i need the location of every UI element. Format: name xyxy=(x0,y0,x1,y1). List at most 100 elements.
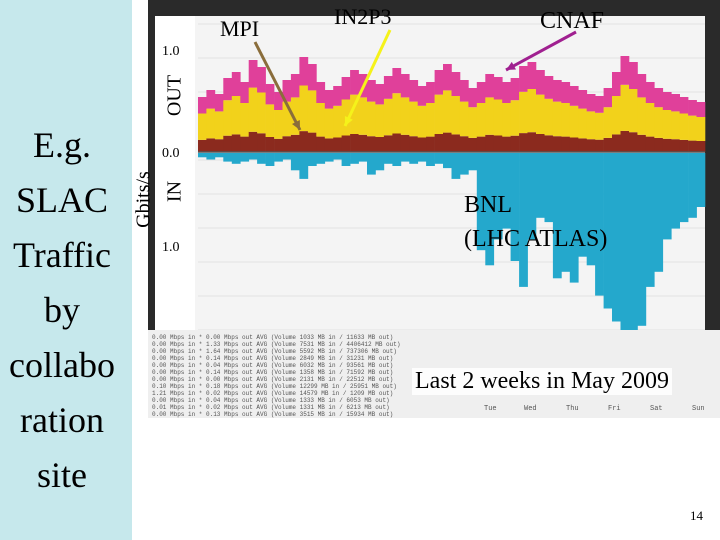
bar-in-bnl xyxy=(527,153,537,240)
bar-out-mpi xyxy=(603,137,613,152)
bar-out-cnaf xyxy=(536,70,545,95)
bar-in-bnl xyxy=(671,153,680,229)
bar-out-mpi xyxy=(459,136,469,152)
bar-out-cnaf xyxy=(519,66,528,92)
bar-out-cnaf xyxy=(443,64,452,91)
bar-out-mpi xyxy=(679,139,689,152)
annotation-cnaf: CNAF xyxy=(540,8,605,34)
annotation-in2p3: IN2P3 xyxy=(334,4,392,29)
bar-out-cnaf xyxy=(417,86,427,106)
bar-in-bnl xyxy=(375,153,385,171)
bar-out-in2p3 xyxy=(400,97,410,135)
bar-out-mpi xyxy=(282,136,292,152)
bar-out-mpi xyxy=(629,132,638,152)
bar-out-cnaf xyxy=(603,88,613,108)
bar-out-cnaf xyxy=(552,80,562,102)
bar-out-mpi xyxy=(476,136,486,152)
bar-in-bnl xyxy=(307,153,317,166)
bar-out-mpi xyxy=(223,135,233,152)
bar-out-mpi xyxy=(434,134,444,152)
bar-out-cnaf xyxy=(341,77,351,100)
bar-out-mpi xyxy=(569,137,579,152)
bar-out-mpi xyxy=(485,134,495,152)
bar-out-cnaf xyxy=(688,100,697,116)
bar-out-mpi xyxy=(688,140,697,152)
bar-out-cnaf xyxy=(612,72,621,96)
bar-out-mpi xyxy=(595,139,604,152)
bar-out-mpi xyxy=(198,139,207,152)
bar-out-in2p3 xyxy=(392,93,402,134)
bar-out-in2p3 xyxy=(586,111,596,140)
bar-out-in2p3 xyxy=(561,103,571,137)
arrow-in2p3 xyxy=(343,29,392,127)
bar-out-cnaf xyxy=(392,68,402,94)
bar-in-bnl xyxy=(350,153,359,164)
bar-out-in2p3 xyxy=(223,100,233,136)
bar-out-cnaf xyxy=(595,96,604,113)
bar-out-mpi xyxy=(350,134,359,152)
bar-out-in2p3 xyxy=(257,92,266,134)
sidebar-title: E.g. SLAC Traffic by collabo ration site xyxy=(0,118,124,503)
bar-out-mpi xyxy=(367,136,376,152)
bar-out-in2p3 xyxy=(350,94,359,134)
bar-out-cnaf xyxy=(569,86,579,106)
bar-out-in2p3 xyxy=(214,111,224,140)
bar-out-in2p3 xyxy=(417,105,427,138)
bar-in-bnl xyxy=(637,153,647,326)
bar-in-bnl xyxy=(206,153,216,160)
bar-in-bnl xyxy=(434,153,444,164)
bar-out-in2p3 xyxy=(333,105,342,138)
y-tick-zero: 0.0 xyxy=(162,146,180,161)
bar-out-in2p3 xyxy=(443,90,452,133)
bar-in-bnl xyxy=(231,153,241,164)
annotation-mpi: MPI xyxy=(220,16,260,41)
arrow-in2p3-head xyxy=(344,116,353,126)
bar-out-in2p3 xyxy=(451,96,461,135)
bar-out-in2p3 xyxy=(654,107,664,138)
bar-in-bnl xyxy=(586,153,596,266)
bar-out-mpi xyxy=(552,136,562,152)
bar-out-in2p3 xyxy=(375,104,385,137)
bar-out-mpi xyxy=(527,132,537,152)
x-tick-label: Sat xyxy=(650,405,663,413)
x-tick-label: Sun xyxy=(692,405,705,413)
bar-out-cnaf xyxy=(468,88,478,108)
bar-in-bnl xyxy=(409,153,419,164)
bar-out-cnaf xyxy=(586,94,596,112)
bar-out-cnaf xyxy=(350,70,359,95)
bar-in-bnl xyxy=(324,153,334,162)
bar-out-in2p3 xyxy=(603,107,613,138)
bar-in-bnl xyxy=(493,153,503,240)
bar-out-in2p3 xyxy=(688,115,697,141)
bar-out-cnaf xyxy=(265,84,275,105)
bar-out-in2p3 xyxy=(679,113,689,140)
bar-in-bnl xyxy=(198,153,207,158)
sidebar-line-2: SLAC xyxy=(15,180,109,220)
bar-out-cnaf xyxy=(645,82,655,103)
bar-out-in2p3 xyxy=(637,97,647,135)
bar-out-mpi xyxy=(645,136,655,152)
bar-in-bnl xyxy=(333,153,342,160)
bar-out-in2p3 xyxy=(434,94,444,134)
bar-out-mpi xyxy=(307,132,317,152)
table-row: 0.00 Mbps in * 0.14 Mbps out AVG (Volume… xyxy=(152,369,394,376)
bar-out-cnaf xyxy=(223,78,233,101)
bar-out-in2p3 xyxy=(552,101,562,137)
bar-out-in2p3 xyxy=(231,96,241,135)
bar-out-cnaf xyxy=(290,74,300,98)
bar-out-cnaf xyxy=(544,76,554,99)
bar-out-mpi xyxy=(265,137,275,152)
x-tick-label: Wed xyxy=(524,405,537,413)
bar-in-bnl xyxy=(274,153,283,162)
bar-in-bnl xyxy=(578,153,588,257)
bar-in-bnl xyxy=(595,153,604,296)
bar-out-in2p3 xyxy=(206,108,216,139)
bar-out-mpi xyxy=(240,136,250,152)
annotation-period: Last 2 weeks in May 2009 xyxy=(412,368,672,395)
bar-out-cnaf xyxy=(679,97,689,114)
bar-out-in2p3 xyxy=(409,101,419,137)
bar-out-mpi xyxy=(257,133,266,152)
bar-out-in2p3 xyxy=(240,103,250,137)
x-axis-days: Tue Wed Thu Fri Sat Sun xyxy=(470,405,720,417)
